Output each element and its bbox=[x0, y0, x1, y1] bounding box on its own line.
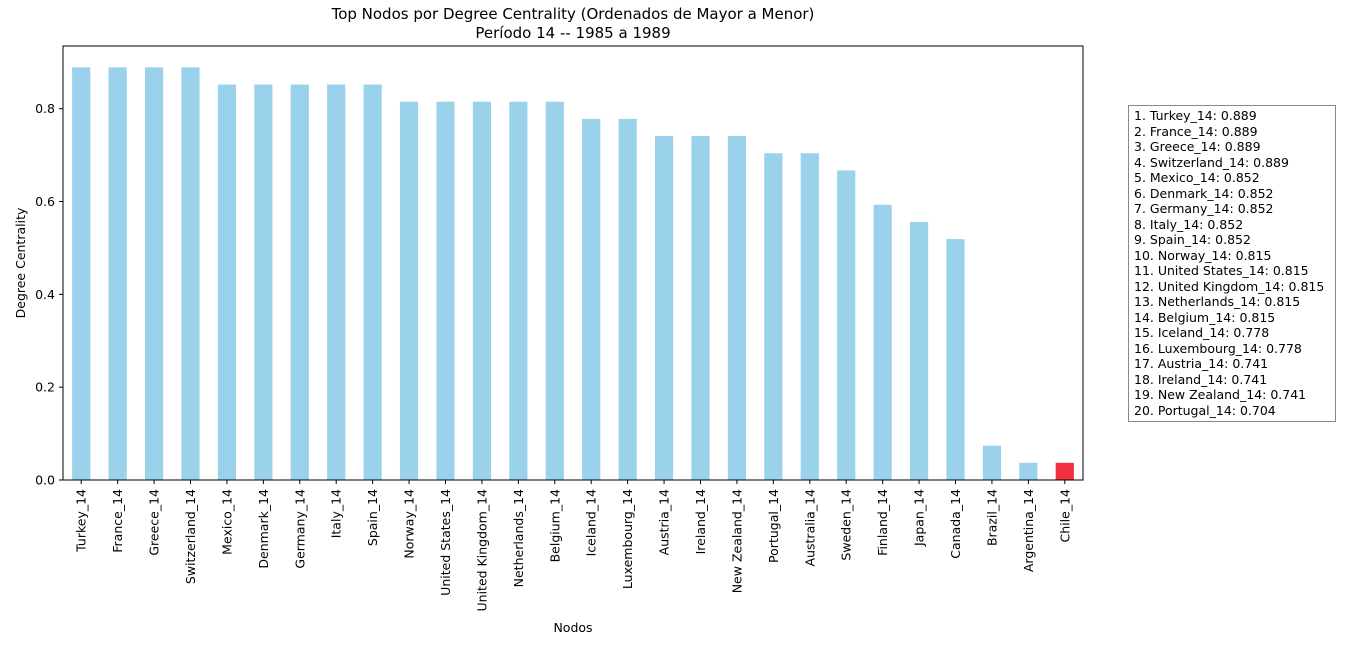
bar-united-kingdom-14 bbox=[472, 101, 492, 480]
x-tick-label: Iceland_14 bbox=[584, 489, 599, 556]
x-tick-label: Spain_14 bbox=[365, 489, 380, 546]
plot-frame bbox=[62, 45, 1084, 481]
y-tick-label: 0.6 bbox=[35, 194, 55, 209]
bar-germany-14 bbox=[290, 84, 309, 480]
x-tick-label: Italy_14 bbox=[329, 489, 344, 538]
bar-denmark-14 bbox=[254, 84, 273, 480]
bar-norway-14 bbox=[399, 101, 419, 480]
x-tick-label: Belgium_14 bbox=[547, 489, 562, 562]
bar-united-states-14 bbox=[436, 101, 455, 480]
x-tick-label: Australia_14 bbox=[802, 489, 817, 566]
bar-australia-14 bbox=[800, 153, 819, 481]
x-tick-label: Chile_14 bbox=[1057, 489, 1072, 542]
bar-chile-14 bbox=[1055, 462, 1074, 480]
bar-iceland-14 bbox=[582, 118, 601, 480]
bar-argentina-14 bbox=[1019, 462, 1038, 480]
legend-entry: 14. Belgium_14: 0.815 bbox=[1134, 309, 1276, 325]
legend-entry: 8. Italy_14: 0.852 bbox=[1134, 216, 1244, 232]
x-tick-label: Mexico_14 bbox=[219, 489, 234, 555]
legend-entry: 7. Germany_14: 0.852 bbox=[1134, 201, 1274, 216]
legend-entry: 17. Austria_14: 0.741 bbox=[1134, 356, 1269, 371]
x-tick-label: Turkey_14 bbox=[74, 489, 89, 553]
x-tick-label: Brazil_14 bbox=[984, 489, 999, 546]
x-tick-label: Greece_14 bbox=[147, 489, 162, 556]
x-tick-label: Switzerland_14 bbox=[183, 489, 198, 584]
legend-entry: 20. Portugal_14: 0.704 bbox=[1134, 402, 1276, 418]
y-tick-label: 0.8 bbox=[35, 101, 55, 116]
x-tick-label: Canada_14 bbox=[948, 489, 963, 559]
bar-finland-14 bbox=[873, 204, 892, 480]
y-tick-label: 0.4 bbox=[35, 287, 55, 302]
chart-title: Top Nodos por Degree Centrality (Ordenad… bbox=[331, 5, 815, 23]
x-tick-label: United Kingdom_14 bbox=[474, 489, 489, 612]
x-tick-label: Finland_14 bbox=[875, 489, 890, 556]
x-tick-label: New Zealand_14 bbox=[729, 489, 744, 593]
bar-portugal-14 bbox=[764, 153, 783, 481]
x-tick-label: Ireland_14 bbox=[693, 489, 708, 554]
x-tick-label: Portugal_14 bbox=[766, 489, 781, 563]
y-axis-label: Degree Centrality bbox=[13, 207, 28, 318]
x-axis-label: Nodos bbox=[553, 620, 592, 635]
bar-france-14 bbox=[108, 67, 127, 481]
bar-spain-14 bbox=[363, 84, 382, 480]
legend-entry: 4. Switzerland_14: 0.889 bbox=[1134, 154, 1289, 170]
legend-entry: 1. Turkey_14: 0.889 bbox=[1134, 108, 1257, 123]
bar-japan-14 bbox=[909, 221, 929, 481]
bar-greece-14 bbox=[144, 67, 164, 481]
bar-italy-14 bbox=[327, 84, 346, 480]
x-tick-label: Japan_14 bbox=[912, 489, 927, 547]
bars-group bbox=[72, 67, 1074, 481]
legend-entry: 15. Iceland_14: 0.778 bbox=[1134, 325, 1270, 340]
x-tick-label: Argentina_14 bbox=[1021, 489, 1036, 572]
legend-entry: 6. Denmark_14: 0.852 bbox=[1134, 185, 1274, 201]
bar-mexico-14 bbox=[217, 84, 237, 480]
legend-entry: 10. Norway_14: 0.815 bbox=[1134, 247, 1272, 263]
chart-subtitle: Período 14 -- 1985 a 1989 bbox=[475, 24, 670, 42]
x-tick-label: Austria_14 bbox=[657, 489, 672, 555]
bar-ireland-14 bbox=[691, 136, 710, 480]
x-tick-label: France_14 bbox=[110, 489, 125, 553]
bar-turkey-14 bbox=[72, 67, 91, 481]
x-tick-label: Luxembourg_14 bbox=[620, 489, 635, 589]
x-tick-label: Netherlands_14 bbox=[511, 489, 526, 587]
legend-entry: 9. Spain_14: 0.852 bbox=[1134, 232, 1251, 247]
y-axis: 0.0 0.2 0.4 0.6 0.8 bbox=[35, 101, 63, 488]
y-tick-label: 0.0 bbox=[35, 473, 55, 488]
bar-brazil-14 bbox=[982, 445, 1002, 480]
bar-netherlands-14 bbox=[509, 101, 528, 480]
bar-belgium-14 bbox=[545, 101, 564, 480]
legend-entry: 5. Mexico_14: 0.852 bbox=[1134, 170, 1260, 185]
bar-switzerland-14 bbox=[181, 67, 200, 481]
bar-sweden-14 bbox=[837, 170, 856, 480]
x-tick-label: Norway_14 bbox=[402, 489, 417, 559]
x-tick-label: Sweden_14 bbox=[839, 489, 854, 561]
x-axis: Turkey_14 France_14 Greece_14 Switzerland_1… bbox=[74, 480, 1072, 612]
bar-canada-14 bbox=[946, 239, 965, 480]
bar-luxembourg-14 bbox=[618, 118, 637, 480]
legend-entry: 2. France_14: 0.889 bbox=[1134, 123, 1258, 139]
legend-entry: 19. New Zealand_14: 0.741 bbox=[1134, 387, 1307, 402]
legend-entry: 18. Ireland_14: 0.741 bbox=[1134, 371, 1268, 387]
x-tick-label: Denmark_14 bbox=[256, 489, 271, 569]
y-tick-label: 0.2 bbox=[35, 380, 55, 395]
legend-entry: 12. United Kingdom_14: 0.815 bbox=[1134, 278, 1325, 294]
legend-entry: 11. United States_14: 0.815 bbox=[1134, 263, 1309, 278]
legend-entry: 13. Netherlands_14: 0.815 bbox=[1134, 294, 1301, 309]
legend-entry: 3. Greece_14: 0.889 bbox=[1134, 139, 1261, 154]
bar-new-zealand-14 bbox=[727, 136, 747, 480]
x-tick-label: Germany_14 bbox=[292, 489, 307, 569]
legend-entry: 16. Luxembourg_14: 0.778 bbox=[1134, 340, 1302, 356]
x-tick-label: United States_14 bbox=[438, 489, 453, 596]
ranking-legend: 1. Turkey_14: 0.889 2. France_14: 0.889 3.… bbox=[1128, 105, 1336, 422]
bar-austria-14 bbox=[654, 136, 674, 480]
